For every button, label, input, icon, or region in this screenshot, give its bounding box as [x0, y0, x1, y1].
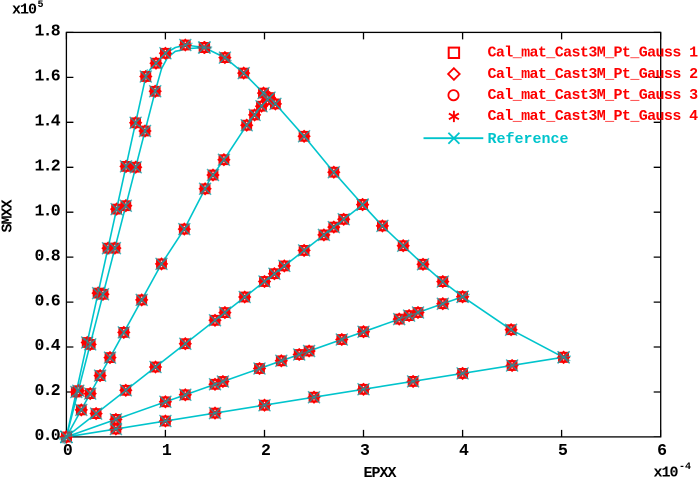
- svg-text:5: 5: [38, 0, 44, 11]
- svg-text:0.6: 0.6: [34, 291, 59, 310]
- svg-text:EPXX: EPXX: [364, 465, 397, 478]
- svg-text:0.2: 0.2: [34, 381, 59, 400]
- svg-text:0: 0: [63, 441, 72, 460]
- svg-text:x10: x10: [12, 2, 37, 19]
- svg-text:1: 1: [162, 441, 172, 460]
- svg-text:Cal_mat_Cast3M_Pt_Gauss 4: Cal_mat_Cast3M_Pt_Gauss 4: [488, 108, 698, 125]
- svg-text:1.4: 1.4: [34, 112, 60, 131]
- svg-text:x10: x10: [654, 465, 679, 478]
- svg-text:Cal_mat_Cast3M_Pt_Gauss 3: Cal_mat_Cast3M_Pt_Gauss 3: [488, 87, 698, 104]
- svg-text:-4: -4: [679, 462, 691, 473]
- svg-text:Cal_mat_Cast3M_Pt_Gauss 2: Cal_mat_Cast3M_Pt_Gauss 2: [488, 66, 698, 83]
- svg-text:Cal_mat_Cast3M_Pt_Gauss 1: Cal_mat_Cast3M_Pt_Gauss 1: [488, 45, 698, 62]
- svg-text:0.4: 0.4: [34, 336, 60, 355]
- svg-text:5: 5: [558, 441, 568, 460]
- svg-text:2: 2: [261, 441, 270, 460]
- svg-text:4: 4: [459, 441, 469, 460]
- svg-text:3: 3: [360, 441, 370, 460]
- svg-text:Reference: Reference: [488, 131, 569, 148]
- svg-text:1.8: 1.8: [34, 22, 60, 41]
- svg-text:1.2: 1.2: [34, 157, 59, 176]
- svg-text:6: 6: [657, 441, 666, 460]
- svg-text:0.8: 0.8: [34, 246, 60, 265]
- svg-text:1.6: 1.6: [34, 67, 59, 86]
- svg-text:0.0: 0.0: [34, 426, 59, 445]
- svg-text:1.0: 1.0: [34, 201, 59, 220]
- svg-text:SMXX: SMXX: [0, 200, 17, 233]
